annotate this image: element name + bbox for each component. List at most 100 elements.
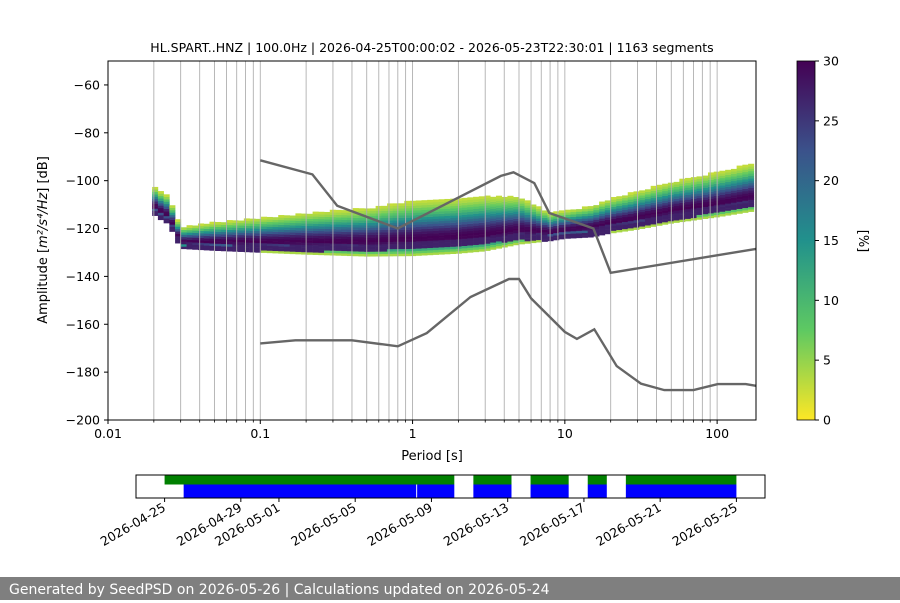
psd-cell [518,229,525,233]
x-tick-label: 10 [557,426,573,441]
psd-cell [444,234,451,238]
psd-cell [358,241,365,245]
psd-cell [662,183,669,187]
psd-cell [318,250,325,253]
psd-cell [346,250,354,254]
psd-cell [283,229,290,233]
psd-cell [312,223,319,227]
psd-cell [358,215,365,219]
psd-cell [490,220,497,224]
psd-cell [364,239,371,243]
psd-cell [192,232,199,236]
psd-cell [564,226,571,230]
psd-cell [249,247,256,251]
psd-cell [410,229,417,233]
psd-cell [352,241,359,245]
psd-cell [415,250,422,254]
psd-cell [622,200,629,203]
psd-cell [639,199,646,203]
psd-cell [289,217,296,221]
psd-cell [530,206,537,210]
psd-cell [507,219,514,223]
psd-cell [656,215,663,219]
psd-cell [455,234,462,237]
psd-cell [283,239,290,242]
psd-cell [404,239,411,242]
psd-cell [748,199,755,203]
psd-cell [736,182,743,186]
psd-cell [736,206,743,209]
psd-cell [616,220,623,223]
psd-cell [249,240,256,243]
psd-cell [518,232,525,235]
psd-cell [559,222,566,225]
psd-cell [707,191,715,195]
psd-cell [633,222,640,226]
psd-cell [398,210,405,214]
psd-cell [473,206,480,210]
psd-cell [530,218,537,222]
psd-cell [266,236,273,239]
psd-cell [622,216,629,220]
psd-cell [301,242,308,246]
psd-cell [295,244,302,248]
psd-cell [175,228,182,232]
psd-cell [152,186,159,190]
psd-cell [180,229,187,233]
psd-cell [725,203,732,207]
psd-cell [725,184,732,187]
psd-cell [209,233,216,237]
psd-cell [209,226,216,230]
psd-cell [335,241,342,244]
psd-cell [633,227,640,230]
psd-cell [306,240,313,243]
psd-cell [295,239,302,243]
psd-cell [473,230,480,234]
psd-cell [266,248,273,251]
psd-cell [243,218,250,222]
psd-cell [748,192,755,196]
psd-cell [507,198,514,201]
psd-cell [467,242,474,246]
psd-cell [616,196,623,199]
psd-cell [278,246,285,249]
psd-cell [226,239,233,242]
psd-cell [209,221,216,225]
psd-cell [478,213,485,216]
psd-cell [725,186,732,190]
psd-cell [530,209,537,212]
psd-cell [616,210,623,214]
psd-cell [530,211,537,215]
psd-cell [650,188,657,191]
psd-cell [478,210,485,214]
psd-cell [467,218,474,222]
psd-cell [673,201,680,204]
psd-cell [673,186,680,190]
psd-cell [495,202,503,206]
psd-cell [186,232,193,236]
psd-cell [627,218,634,222]
psd-cell [421,248,428,251]
psd-cell [490,225,497,229]
psd-cell [427,247,434,251]
psd-cell [484,221,491,225]
psd-cell [730,183,737,186]
psd-cell [455,227,462,230]
psd-cell [742,181,749,185]
psd-cell [215,224,222,228]
psd-cell [478,225,485,228]
psd-cell [249,249,256,253]
psd-cell [289,239,296,243]
psd-cell [186,227,193,231]
psd-cell [450,229,457,233]
psd-cell [261,231,268,234]
psd-cell [387,244,394,247]
psd-cell [495,238,503,242]
psd-cell [576,235,583,239]
psd-cell [398,251,405,254]
psd-cell [163,208,170,212]
psd-cell [599,215,606,219]
psd-cell [226,229,233,233]
psd-cell [335,221,342,225]
